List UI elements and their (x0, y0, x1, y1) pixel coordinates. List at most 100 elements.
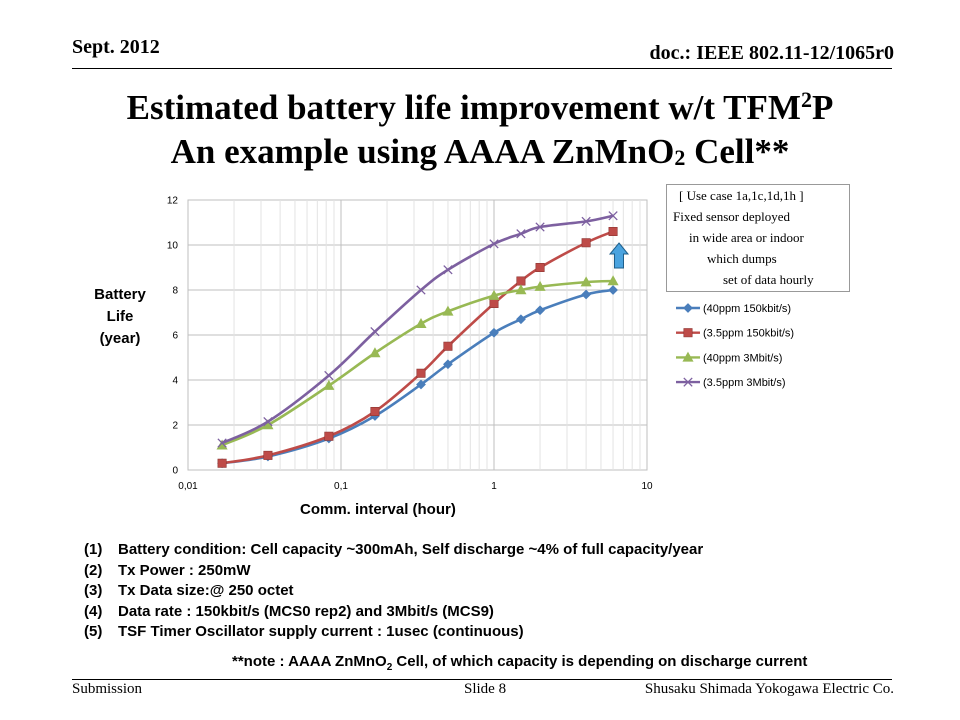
data-point (489, 239, 499, 249)
note-number: (1) (84, 541, 103, 558)
legend-label: (3.5ppm 3Mbit/s) (703, 377, 786, 389)
footer-divider (72, 679, 892, 680)
data-point (324, 370, 334, 381)
data-point (488, 289, 500, 300)
y-axis-label: Battery Life (year) (82, 284, 158, 350)
data-point (415, 318, 427, 328)
use-case-title: [ Use case 1a,1c,1d,1h ] (679, 188, 804, 203)
x-axis-label: Comm. interval (hour) (300, 501, 456, 518)
use-case-line: in wide area or indoor (689, 230, 804, 245)
data-point (217, 438, 227, 448)
use-case-line: which dumps (707, 251, 777, 266)
legend-label: (40ppm 3Mbit/s) (703, 352, 782, 364)
title-line-1-end: P (811, 88, 834, 127)
data-point (323, 379, 335, 390)
note-item: (3) Tx Data size:@ 250 octet (84, 581, 703, 602)
data-point (581, 216, 591, 227)
x-tick-label: 0,1 (334, 481, 348, 492)
note-text: Tx Power : 250mW (118, 561, 251, 579)
legend-marker (683, 328, 693, 338)
header-divider (72, 68, 892, 69)
note-text: Battery condition: Cell capacity ~300mAh… (118, 541, 704, 558)
legend-marker (683, 377, 693, 387)
y-tick-label: 0 (172, 466, 178, 477)
data-point (607, 275, 619, 286)
data-point (263, 416, 273, 427)
y-axis-label-line: (year) (99, 330, 141, 347)
data-point (416, 379, 426, 390)
battery-notes: (1) Battery condition: Cell capacity ~300… (84, 540, 703, 643)
title-line-1-text: Estimated battery life improvement w/t T… (126, 88, 801, 127)
y-axis-label-line: Battery (94, 286, 146, 303)
y-tick-label: 10 (167, 241, 179, 252)
data-point (416, 285, 426, 295)
data-point (608, 211, 618, 221)
x-tick-label: 0,01 (178, 481, 198, 492)
data-point (608, 227, 618, 237)
header-date: Sept. 2012 (72, 36, 160, 58)
title-line-2-text: An example using AAAA ZnMnO (170, 132, 675, 171)
use-case-line: set of data hourly (723, 272, 814, 287)
x-tick-label: 10 (641, 481, 653, 492)
y-tick-label: 2 (172, 421, 178, 432)
note-text: Tx Data size:@ 250 octet (118, 582, 294, 599)
y-tick-label: 4 (172, 376, 178, 387)
data-point (489, 298, 499, 308)
data-point (324, 431, 334, 441)
data-point (370, 406, 380, 416)
note-number: (5) (84, 623, 103, 640)
slide-title: Estimated battery life improvement w/t T… (0, 86, 960, 174)
note-text: Data rate : 150kbit/s (MCS0 rep2) and 3M… (118, 602, 494, 620)
data-point (535, 222, 545, 232)
use-case-box: [ Use case 1a,1c,1d,1h ] Fixed sensor de… (666, 184, 850, 292)
title-line-1-sup: 2 (800, 87, 812, 112)
footer-slide-number: Slide 8 (464, 681, 507, 697)
data-point (369, 347, 381, 358)
data-point (515, 284, 527, 295)
title-line-2-end: Cell** (685, 132, 790, 171)
footnote-end: Cell, of which capacity is depending on … (392, 653, 808, 670)
data-point (416, 368, 426, 378)
legend-marker (683, 303, 693, 313)
data-point (263, 450, 273, 460)
data-point (535, 262, 545, 272)
title-line-2: An example using AAAA ZnMnO2 Cell** (0, 130, 960, 174)
x-tick-label: 1 (491, 481, 497, 492)
data-point (443, 265, 453, 275)
data-point (534, 280, 546, 291)
legend-marker (682, 351, 694, 362)
note-number: (4) (84, 602, 103, 620)
title-line-1: Estimated battery life improvement w/t T… (0, 86, 960, 130)
y-tick-label: 6 (172, 331, 178, 342)
note-item: (1) Battery condition: Cell capacity ~300… (84, 540, 703, 561)
legend-label: (3.5ppm 150kbit/s) (703, 328, 794, 340)
y-tick-label: 8 (172, 286, 178, 297)
data-point (443, 341, 453, 351)
data-point (442, 305, 454, 316)
up-arrow-icon (608, 242, 630, 269)
data-point (535, 305, 545, 316)
note-number: (2) (84, 561, 103, 579)
note-item: (2) Tx Power : 250mW (84, 561, 703, 582)
data-point (581, 238, 591, 248)
y-axis-label-line: Life (106, 308, 134, 325)
data-point (489, 327, 499, 338)
note-item: (5) TSF Timer Oscillator supply current :… (84, 622, 703, 643)
footnote-sub: 2 (386, 662, 393, 673)
note-item: (4) Data rate : 150kbit/s (MCS0 rep2) and… (84, 602, 703, 623)
footnote-text: **note : AAAA ZnMnO (232, 653, 387, 670)
data-point (580, 276, 592, 287)
note-number: (3) (84, 582, 103, 599)
data-point (608, 285, 618, 295)
y-tick-label: 12 (167, 196, 179, 207)
title-line-2-sub: 2 (674, 145, 686, 170)
legend-label: (40ppm 150kbit/s) (703, 303, 791, 315)
data-point (581, 289, 592, 300)
data-point (516, 314, 526, 325)
data-point (443, 359, 453, 370)
note-text: TSF Timer Oscillator supply current : 1u… (118, 623, 524, 640)
footer-author: Shusaku Shimada Yokogawa Electric Co. (644, 681, 894, 697)
use-case-line: Fixed sensor deployed (673, 209, 790, 224)
capacity-footnote: **note : AAAA ZnMnO2 Cell, of which capa… (232, 653, 807, 673)
